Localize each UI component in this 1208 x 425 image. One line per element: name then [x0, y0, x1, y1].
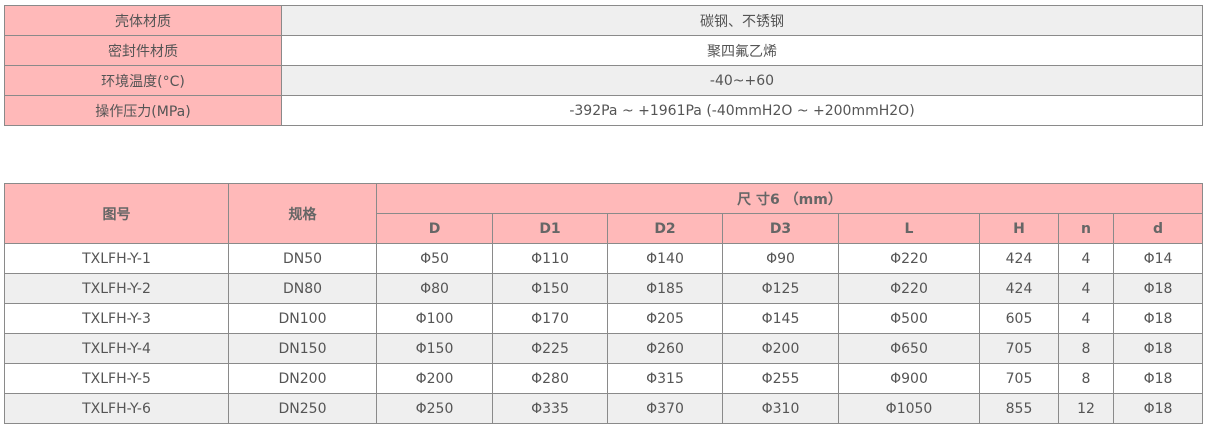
table-cell: Φ1050: [838, 393, 980, 424]
table-cell: DN150: [228, 333, 377, 364]
table-cell: DN200: [228, 363, 377, 394]
spec-label: 操作压力(MPa): [4, 95, 282, 126]
table-cell: Φ500: [838, 303, 980, 334]
table-cell: Φ205: [607, 303, 723, 334]
table-cell: Φ185: [607, 273, 723, 304]
header-spec: 规格: [228, 183, 377, 244]
header-D2: D2: [607, 213, 723, 244]
table-cell: Φ90: [722, 243, 839, 274]
table-row: TXLFH-Y-2 DN80 Φ80 Φ150 Φ185 Φ125 Φ220 424 4 Φ18: [4, 273, 1203, 304]
spec-row: 环境温度(°C) -40~+60: [4, 65, 1203, 96]
table-cell: 4: [1058, 303, 1114, 334]
table-cell: Φ150: [492, 273, 608, 304]
table-cell: Φ18: [1113, 393, 1203, 424]
table-cell: Φ145: [722, 303, 839, 334]
header-L: L: [838, 213, 980, 244]
table-cell: Φ225: [492, 333, 608, 364]
header-drawing-no: 图号: [4, 183, 229, 244]
table-cell: Φ110: [492, 243, 608, 274]
table-cell: TXLFH-Y-4: [4, 333, 229, 364]
table-cell: 4: [1058, 273, 1114, 304]
table-cell: Φ14: [1113, 243, 1203, 274]
table-cell: Φ220: [838, 243, 980, 274]
spec-value: 碳钢、不锈钢: [281, 5, 1203, 36]
header-D3: D3: [722, 213, 839, 244]
table-cell: TXLFH-Y-3: [4, 303, 229, 334]
table-cell: 705: [979, 333, 1059, 364]
table-cell: 705: [979, 363, 1059, 394]
table-cell: TXLFH-Y-2: [4, 273, 229, 304]
table-row: TXLFH-Y-6 DN250 Φ250 Φ335 Φ370 Φ310 Φ1050 855 12…: [4, 393, 1203, 424]
table-cell: Φ18: [1113, 303, 1203, 334]
header-H: H: [979, 213, 1059, 244]
table-cell: 8: [1058, 363, 1114, 394]
table-cell: Φ80: [376, 273, 493, 304]
spec-row: 壳体材质 碳钢、不锈钢: [4, 5, 1203, 36]
header-n: n: [1058, 213, 1114, 244]
table-row: TXLFH-Y-1 DN50 Φ50 Φ110 Φ140 Φ90 Φ220 424 4 Φ14: [4, 243, 1203, 274]
table-cell: Φ200: [722, 333, 839, 364]
table-cell: Φ150: [376, 333, 493, 364]
table-cell: DN80: [228, 273, 377, 304]
table-cell: Φ650: [838, 333, 980, 364]
table-cell: Φ125: [722, 273, 839, 304]
table-cell: 12: [1058, 393, 1114, 424]
table-cell: Φ140: [607, 243, 723, 274]
table-cell: Φ370: [607, 393, 723, 424]
table-cell: 4: [1058, 243, 1114, 274]
table-cell: TXLFH-Y-5: [4, 363, 229, 394]
table-cell: 8: [1058, 333, 1114, 364]
table-cell: DN100: [228, 303, 377, 334]
header-D: D: [376, 213, 493, 244]
table-cell: Φ200: [376, 363, 493, 394]
table-cell: 605: [979, 303, 1059, 334]
spec-label: 环境温度(°C): [4, 65, 282, 96]
table-cell: Φ18: [1113, 363, 1203, 394]
table-cell: Φ310: [722, 393, 839, 424]
table-cell: DN250: [228, 393, 377, 424]
spec-row: 密封件材质 聚四氟乙烯: [4, 35, 1203, 66]
header-d: d: [1113, 213, 1203, 244]
header-dimensions-group: 尺 寸6 （mm）: [376, 183, 1203, 214]
table-cell: Φ50: [376, 243, 493, 274]
table-cell: Φ18: [1113, 333, 1203, 364]
header-D1: D1: [492, 213, 608, 244]
table-row: TXLFH-Y-3 DN100 Φ100 Φ170 Φ205 Φ145 Φ500 605 4 Φ1…: [4, 303, 1203, 334]
table-cell: Φ255: [722, 363, 839, 394]
table-cell: TXLFH-Y-6: [4, 393, 229, 424]
table-cell: Φ18: [1113, 273, 1203, 304]
table-cell: Φ260: [607, 333, 723, 364]
table-cell: Φ170: [492, 303, 608, 334]
spec-row: 操作压力(MPa) -392Pa ~ +1961Pa (-40mmH2O ~ +2…: [4, 95, 1203, 126]
spec-value: -40~+60: [281, 65, 1203, 96]
table-cell: 855: [979, 393, 1059, 424]
table-cell: Φ100: [376, 303, 493, 334]
table-cell: TXLFH-Y-1: [4, 243, 229, 274]
spec-value: -392Pa ~ +1961Pa (-40mmH2O ~ +200mmH2O): [281, 95, 1203, 126]
table-row: TXLFH-Y-5 DN200 Φ200 Φ280 Φ315 Φ255 Φ900 705 8 Φ1…: [4, 363, 1203, 394]
table-row: TXLFH-Y-4 DN150 Φ150 Φ225 Φ260 Φ200 Φ650 705 8 Φ1…: [4, 333, 1203, 364]
spec-label: 密封件材质: [4, 35, 282, 66]
table-cell: Φ315: [607, 363, 723, 394]
material-spec-table: 壳体材质 碳钢、不锈钢 密封件材质 聚四氟乙烯 环境温度(°C) -40~+60 操作压力(…: [4, 5, 1203, 126]
table-cell: Φ900: [838, 363, 980, 394]
table-cell: 424: [979, 243, 1059, 274]
spec-value: 聚四氟乙烯: [281, 35, 1203, 66]
table-cell: Φ280: [492, 363, 608, 394]
table-cell: Φ250: [376, 393, 493, 424]
table-cell: Φ335: [492, 393, 608, 424]
table-cell: DN50: [228, 243, 377, 274]
table-cell: Φ220: [838, 273, 980, 304]
table-cell: 424: [979, 273, 1059, 304]
spec-label: 壳体材质: [4, 5, 282, 36]
